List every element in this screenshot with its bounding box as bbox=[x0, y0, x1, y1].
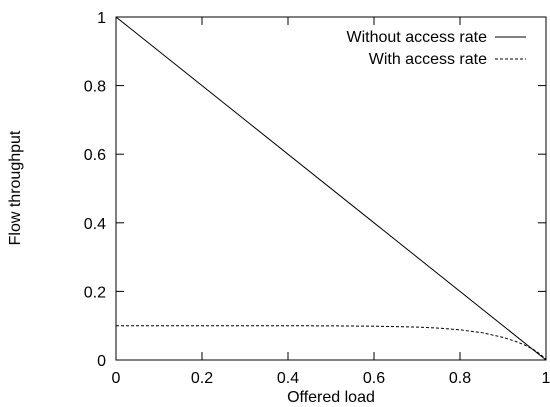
legend-label: With access rate bbox=[369, 51, 487, 68]
y-tick-label: 0.6 bbox=[84, 147, 106, 164]
legend: Without access rate With access rate bbox=[347, 29, 526, 68]
x-tick-label: 0.4 bbox=[277, 370, 299, 387]
series-layer bbox=[115, 16, 547, 361]
legend-label: Without access rate bbox=[347, 29, 488, 46]
y-tick-label: 0.4 bbox=[84, 216, 106, 233]
x-tick-label: 0 bbox=[112, 370, 121, 387]
series-line-with-access-rate bbox=[116, 325, 547, 360]
axis-ticks bbox=[115, 16, 547, 361]
y-tick-label: 1 bbox=[97, 10, 106, 27]
y-tick-label: 0.2 bbox=[84, 284, 106, 301]
x-axis-label: Offered load bbox=[287, 389, 375, 406]
x-tick-label: 0.6 bbox=[363, 370, 385, 387]
y-tick-label: 0 bbox=[97, 353, 106, 370]
plot-frame bbox=[115, 16, 547, 361]
y-tick-label: 0.8 bbox=[84, 79, 106, 96]
x-tick-label: 0.8 bbox=[449, 370, 471, 387]
x-tick-label: 1 bbox=[542, 370, 550, 387]
axis-tick-labels: 0 0.2 0.4 0.6 0.8 1 0 0.2 0.4 0.6 0.8 1 bbox=[84, 10, 550, 387]
series-line-without-access-rate bbox=[115, 16, 547, 361]
x-tick-label: 0.2 bbox=[191, 370, 213, 387]
y-axis-label: Flow throughput bbox=[7, 130, 24, 245]
